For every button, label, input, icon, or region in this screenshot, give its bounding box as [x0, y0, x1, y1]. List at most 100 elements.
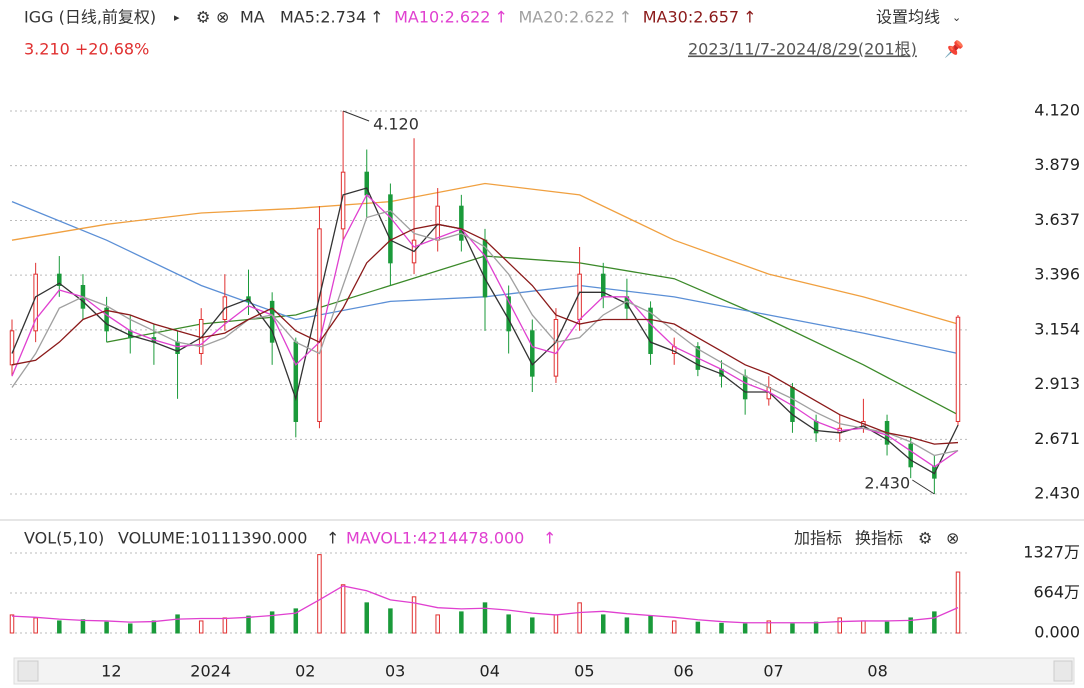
candle-body: [317, 228, 322, 422]
dropdown-icon[interactable]: ⌄: [952, 11, 961, 24]
legend-entry: MA5:2.734: [280, 8, 366, 27]
volume-bar: [435, 614, 440, 634]
volume-bar: [553, 614, 559, 634]
y-tick-label: 3.637: [1034, 210, 1080, 229]
volume-bar: [813, 621, 819, 634]
x-tick-label: 08: [867, 662, 887, 681]
candle-body: [388, 194, 393, 264]
x-tick-label: 2024: [190, 662, 231, 681]
volume-bar: [80, 619, 86, 634]
candle-body: [435, 205, 440, 241]
switch-indicator[interactable]: 换指标: [855, 529, 903, 548]
volume-bar: [506, 614, 511, 634]
y-tick-label: 2.671: [1034, 429, 1080, 448]
y-tick-label: 2.913: [1034, 374, 1080, 393]
volume-bar: [246, 615, 251, 634]
legend-entry: MA20:2.622: [518, 8, 614, 27]
volume-bar: [198, 620, 204, 634]
volume-bar: [671, 620, 677, 634]
ma-line: [11, 187, 959, 475]
settings-icon[interactable]: ⚙: [918, 529, 932, 548]
y-tick-label: 4.120: [1034, 101, 1080, 120]
y-tick-label: 0.000: [1034, 623, 1080, 642]
volume-bar: [151, 620, 157, 634]
indicator: MA: [240, 8, 265, 27]
close-icon[interactable]: ⊗: [946, 529, 959, 548]
scrollbar[interactable]: [13, 657, 1075, 685]
legend-entry: MA30:2.657: [643, 8, 739, 27]
volume-bar: [364, 602, 369, 634]
candle-body: [9, 330, 15, 366]
ma-line: [11, 223, 959, 445]
volume-bar: [790, 623, 795, 634]
volume-bar: [861, 620, 866, 634]
x-tick-label: 05: [574, 662, 594, 681]
volume-bar: [719, 622, 724, 634]
up-arrow: ↑: [543, 529, 556, 548]
candle-body: [293, 341, 299, 422]
x-tick-label: 06: [673, 662, 693, 681]
volume-bar: [530, 617, 535, 634]
candle-body: [459, 205, 464, 241]
candle-body: [530, 330, 535, 377]
up-arrow: ↑: [326, 529, 339, 548]
volume-bar: [742, 623, 748, 634]
scroll-left[interactable]: [17, 660, 39, 682]
y-tick-label: 3.879: [1034, 155, 1080, 174]
candle-body: [648, 307, 653, 354]
y-tick-label: 3.396: [1034, 265, 1080, 284]
up-arrow: ↑: [743, 8, 756, 27]
volume-bar: [104, 621, 109, 634]
volume-bar: [128, 623, 133, 634]
candle-body: [577, 273, 582, 320]
y-tick-label: 3.154: [1034, 319, 1080, 338]
y-tick-label: 1327万: [1023, 543, 1080, 562]
mavol-label: MAVOL1:4214478.000: [346, 529, 524, 548]
scroll-right[interactable]: [1053, 660, 1073, 682]
volume-bar: [411, 596, 417, 634]
volume-bar: [695, 621, 701, 634]
volume-bar: [175, 614, 180, 634]
close-icon[interactable]: ⊗: [216, 8, 229, 27]
volume-bar: [837, 617, 842, 634]
volume-bar: [766, 620, 772, 634]
legend-entry: MA10:2.622: [394, 8, 490, 27]
x-tick-label: 12: [101, 662, 121, 681]
y-tick-label: 2.430: [1034, 484, 1080, 503]
ma-line: [11, 193, 959, 468]
volume-bar: [222, 617, 228, 634]
settings-icon[interactable]: ⚙: [196, 8, 210, 27]
volume-bar: [388, 608, 393, 634]
volume-bar: [293, 608, 299, 634]
settings-link[interactable]: 设置均线: [876, 8, 940, 27]
x-tick-label: 04: [480, 662, 500, 681]
volume-bar: [577, 602, 582, 634]
up-arrow: ↑: [619, 8, 632, 27]
chart-title: IGG (日线,前复权): [24, 8, 156, 27]
volume-bar: [340, 584, 346, 634]
price-change: 3.210 +20.68%: [24, 40, 149, 59]
date-range: 2023/11/7-2024/8/29(201根): [688, 40, 917, 59]
up-arrow: ↑: [494, 8, 507, 27]
mavol-line: [11, 585, 959, 624]
candle-body: [269, 300, 275, 343]
x-tick-label: 02: [295, 662, 315, 681]
volume-bar: [57, 620, 62, 634]
candle-body: [104, 307, 109, 332]
candle-body: [742, 375, 748, 400]
x-tick-label: 07: [763, 662, 783, 681]
volume-title: VOL(5,10): [24, 529, 104, 548]
volume-bar: [9, 614, 15, 634]
ma-line: [11, 182, 959, 325]
add-indicator[interactable]: 加指标: [794, 529, 842, 548]
candle-body: [57, 273, 62, 287]
volume-bar: [317, 554, 322, 634]
expand-icon[interactable]: ▸: [174, 11, 180, 24]
volume-bar: [932, 611, 937, 634]
volume-label: VOLUME:10111390.000: [118, 529, 307, 548]
x-tick-label: 03: [385, 662, 405, 681]
up-arrow: ↑: [370, 8, 383, 27]
pin-icon[interactable]: 📌: [944, 40, 964, 59]
